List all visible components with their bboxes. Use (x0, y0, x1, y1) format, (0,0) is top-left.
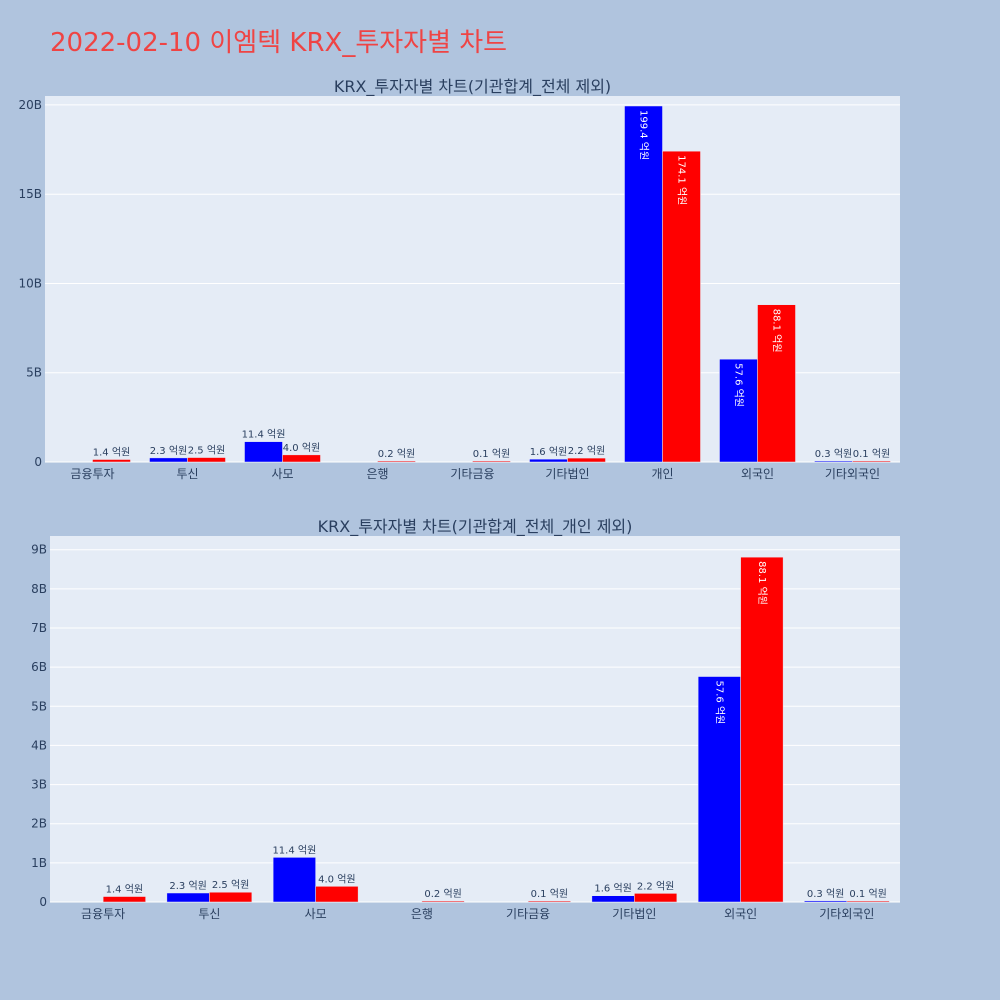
x-tick-label: 사모 (271, 467, 293, 481)
data-label: 4.0 억원 (318, 873, 355, 885)
data-label: 1.4 억원 (106, 884, 143, 896)
bar (102, 896, 146, 903)
data-label: 0.1 억원 (473, 448, 510, 460)
page-title: 2022-02-10 이엠텍 KRX_투자자별 차트 (50, 28, 508, 58)
data-label: 1.4 억원 (93, 447, 130, 459)
bar (92, 459, 131, 463)
data-label: 199.4 억원 (638, 110, 650, 160)
x-tick-label: 기타외국인 (819, 907, 874, 921)
y-tick-label: 0 (34, 455, 42, 469)
data-label: 2.2 억원 (637, 880, 674, 892)
bar (282, 454, 321, 463)
x-tick-label: 기타법인 (612, 907, 656, 921)
bar (315, 886, 359, 903)
bar (757, 304, 796, 463)
bar (852, 460, 891, 463)
data-label: 88.1 억원 (771, 309, 783, 353)
x-tick-label: 금융투자 (70, 467, 114, 481)
chart-title: KRX_투자자별 차트(기관합계_전체 제외) (334, 77, 611, 97)
y-tick-label: 7B (31, 621, 47, 635)
x-tick-label: 기타외국인 (825, 467, 880, 481)
bar (634, 893, 678, 903)
data-label: 2.5 억원 (188, 445, 225, 457)
bar (567, 457, 606, 463)
y-tick-label: 15B (18, 187, 42, 201)
y-tick-label: 20B (18, 98, 42, 112)
data-label: 2.3 억원 (169, 880, 206, 892)
bar (697, 676, 741, 903)
data-label: 2.3 억원 (150, 445, 187, 457)
data-label: 1.6 억원 (594, 883, 631, 895)
chart-top: 0 5B 10B 15B 20B KRX_투자자별 차트(기관합계_전체 제외) 금융투자 1… (18, 77, 900, 481)
bar (166, 892, 210, 903)
bar (377, 460, 416, 463)
data-label: 1.6 억원 (530, 446, 567, 458)
data-label: 4.0 억원 (283, 442, 320, 454)
bar (527, 900, 571, 903)
x-tick-label: 기타법인 (545, 467, 589, 481)
bar (846, 900, 890, 903)
bar (272, 857, 316, 903)
y-tick-label: 5B (26, 366, 42, 380)
bar (814, 460, 853, 463)
data-label: 174.1 억원 (676, 155, 688, 205)
data-label: 0.2 억원 (378, 448, 415, 460)
y-tick-label: 2B (31, 817, 47, 831)
data-label: 0.2 억원 (424, 888, 461, 900)
x-tick-label: 투신 (176, 467, 198, 481)
bar (591, 895, 635, 903)
bar (244, 441, 283, 463)
x-tick-label: 사모 (305, 907, 327, 921)
bar (624, 105, 663, 463)
y-tick-label: 5B (31, 699, 47, 713)
data-label: 88.1 억원 (756, 561, 768, 605)
bar (662, 150, 701, 463)
y-tick-label: 8B (31, 582, 47, 596)
data-label: 57.6 억원 (713, 681, 725, 725)
bar (472, 460, 511, 463)
data-label: 11.4 억원 (272, 844, 316, 856)
y-tick-label: 10B (18, 276, 42, 290)
chart-title: KRX_투자자별 차트(기관합계_전체_개인 제외) (318, 517, 633, 537)
bar (209, 891, 253, 903)
x-tick-label: 은행 (366, 466, 388, 481)
data-label: 0.3 억원 (815, 448, 852, 460)
data-label: 11.4 억원 (242, 429, 286, 441)
x-tick-label: 금융투자 (81, 907, 125, 921)
x-tick-label: 외국인 (741, 467, 774, 481)
bar (149, 457, 188, 463)
bar (421, 900, 465, 903)
data-label: 57.6 억원 (733, 363, 745, 407)
data-label: 2.5 억원 (212, 879, 249, 891)
bar (529, 458, 568, 463)
x-tick-label: 은행 (411, 906, 433, 921)
y-tick-label: 4B (31, 738, 47, 752)
y-tick-label: 6B (31, 660, 47, 674)
bar (804, 900, 848, 903)
x-tick-label: 기타금융 (506, 907, 550, 921)
y-tick-label: 1B (31, 856, 47, 870)
data-label: 0.1 억원 (531, 888, 568, 900)
data-label: 0.1 억원 (849, 888, 886, 900)
data-label: 2.2 억원 (568, 445, 605, 457)
bar (740, 556, 784, 903)
data-label: 0.3 억원 (807, 888, 844, 900)
y-tick-label: 3B (31, 778, 47, 792)
x-tick-label: 투신 (198, 907, 220, 921)
x-tick-label: 개인 (651, 467, 673, 481)
y-tick-label: 0 (39, 895, 47, 909)
y-tick-label: 9B (31, 543, 47, 557)
x-tick-label: 외국인 (724, 907, 757, 921)
bar (719, 358, 758, 463)
x-tick-label: 기타금융 (450, 467, 494, 481)
chart-bottom: 0 1B 2B 3B 4B 5B 6B 7B 8B 9B KRX_투자자별 차트(기관합계_전체_개… (31, 517, 900, 921)
data-label: 0.1 억원 (853, 448, 890, 460)
bar (187, 457, 226, 463)
